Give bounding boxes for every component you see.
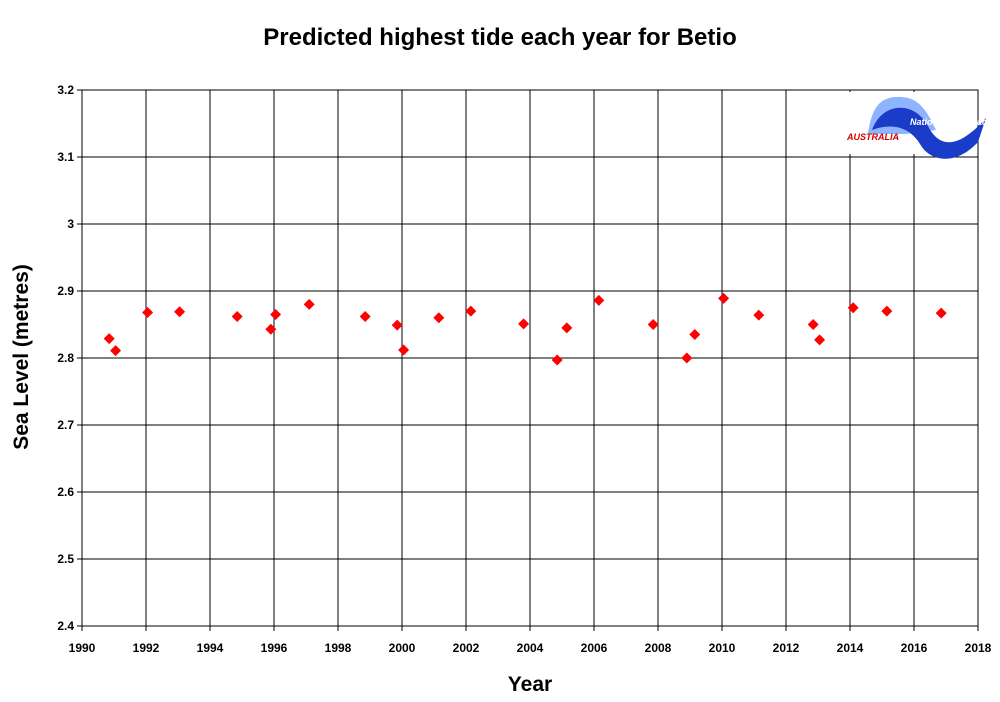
data-point (935, 307, 947, 319)
data-point (174, 306, 186, 318)
data-point (433, 312, 445, 324)
data-point (551, 354, 563, 366)
x-tick-label: 1990 (69, 641, 96, 655)
data-point (110, 345, 122, 357)
plot-frame (81, 89, 979, 627)
x-tick-label: 2008 (645, 641, 672, 655)
data-point (359, 310, 371, 322)
data-point (391, 319, 403, 331)
y-tick-label: 2.4 (57, 619, 74, 633)
y-tick-label: 2.5 (57, 552, 74, 566)
data-point (881, 305, 893, 317)
data-point (398, 344, 410, 356)
data-point (561, 322, 573, 334)
x-tick-label: 1998 (325, 641, 352, 655)
x-tick-label: 2010 (709, 641, 736, 655)
chart-title: Predicted highest tide each year for Bet… (263, 24, 736, 51)
data-point (814, 334, 826, 346)
data-point (753, 309, 765, 321)
y-tick-label: 2.6 (57, 485, 74, 499)
data-point (270, 308, 282, 320)
data-point (465, 305, 477, 317)
x-tick-label: 2014 (837, 641, 864, 655)
data-point (231, 310, 243, 322)
x-tick-label: 2018 (965, 641, 992, 655)
national-tidal-facility-logo: National Tidal Facility AUSTRALIA (828, 92, 1000, 159)
x-tick-label: 1992 (133, 641, 160, 655)
x-tick-label: 1994 (197, 641, 224, 655)
y-tick-label: 2.9 (57, 284, 74, 298)
y-tick-label: 2.7 (57, 418, 74, 432)
data-point (718, 292, 730, 304)
x-tick-label: 2006 (581, 641, 608, 655)
x-tick-label: 1996 (261, 641, 288, 655)
x-tick-label: 2000 (389, 641, 416, 655)
x-axis-title: Year (508, 673, 552, 696)
x-tick-label: 2016 (901, 641, 928, 655)
y-tick-label: 3.1 (57, 150, 74, 164)
grid-lines (77, 89, 979, 631)
data-point (265, 323, 277, 335)
data-point (518, 318, 530, 330)
data-point (847, 302, 859, 314)
data-point (142, 306, 154, 318)
data-point (807, 319, 819, 330)
data-point (681, 352, 693, 364)
y-tick-label: 3.2 (57, 83, 74, 97)
logo-country: AUSTRALIA (846, 132, 899, 142)
logo-wave-dark-icon (872, 107, 986, 159)
logo-name: National Tidal Facility (910, 117, 1000, 127)
data-point (593, 294, 605, 306)
data-points (103, 292, 947, 366)
data-point (103, 333, 115, 345)
data-point (303, 298, 315, 310)
x-tick-label: 2004 (517, 641, 544, 655)
y-tick-label: 3 (67, 217, 74, 231)
data-point (689, 329, 701, 341)
y-tick-label: 2.8 (57, 351, 74, 365)
x-tick-label: 2012 (773, 641, 800, 655)
y-axis-title: Sea Level (metres) (10, 264, 33, 450)
data-point (647, 319, 659, 330)
x-tick-label: 2002 (453, 641, 480, 655)
tick-labels: 1990 1992 1994 1996 1998 2000 2002 2004 2006 2008… (57, 83, 991, 655)
